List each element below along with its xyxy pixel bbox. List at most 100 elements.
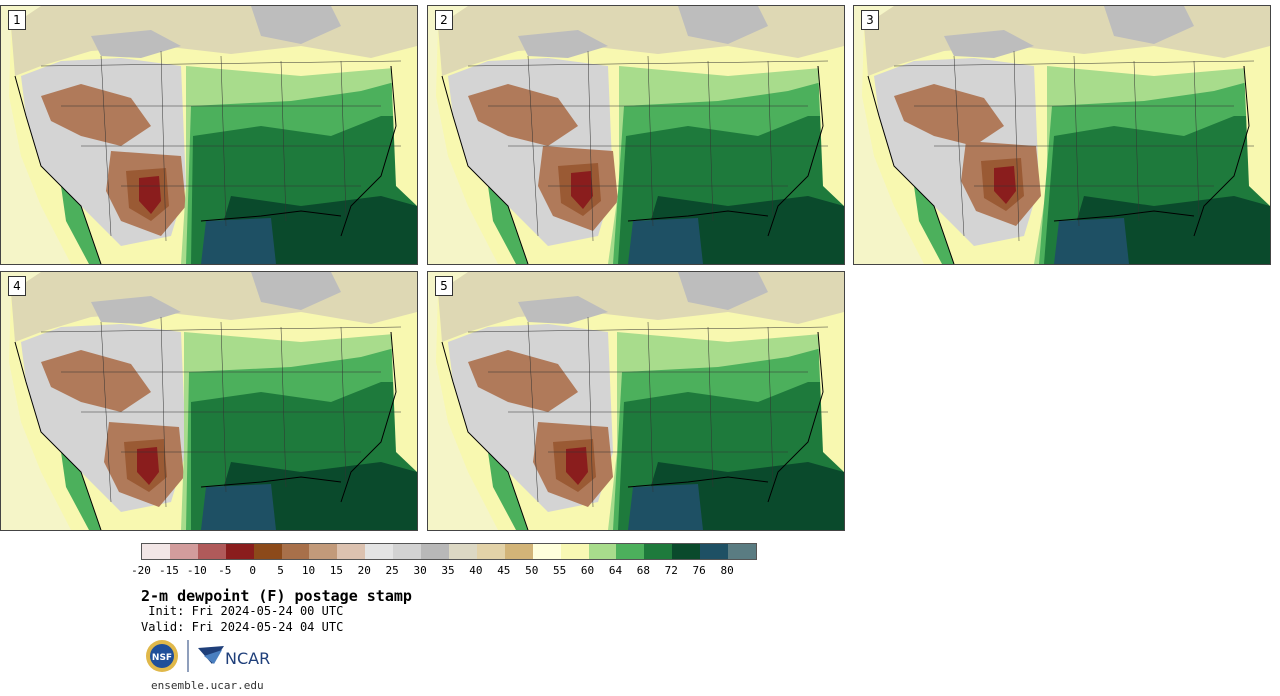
colorbar-swatch: [197, 544, 226, 559]
colorbar-swatch: [337, 544, 366, 559]
boundary-line: [1073, 55, 1080, 227]
canada-gray-patch: [518, 30, 608, 58]
colorbar-tick-label: 10: [301, 564, 316, 577]
east-coastline: [340, 331, 397, 503]
boundary-line: [160, 316, 167, 508]
canada-gray-patch: [944, 30, 1034, 58]
colorbar-tick-label: 0: [249, 564, 256, 577]
hudson-gray: [251, 272, 341, 310]
canada-gray-patch: [518, 296, 608, 324]
hudson-gray: [678, 272, 768, 310]
colorbar-swatch: [672, 544, 701, 559]
colorbar-tick-label: 68: [636, 564, 650, 577]
boundary-line: [280, 326, 287, 488]
east-coastline: [767, 65, 824, 237]
hudson-gray: [678, 6, 768, 44]
colorbar-tick-label: 72: [664, 564, 678, 577]
great-basin-dry: [41, 84, 151, 146]
west-coastline: [867, 75, 955, 264]
west-coastline: [14, 341, 102, 530]
map-panel-1: 1: [0, 5, 418, 265]
boundary-line: [953, 55, 965, 237]
boundary-line: [767, 60, 774, 217]
boundary-line: [100, 321, 112, 503]
west-coastline: [441, 75, 529, 264]
atlantic-light: [818, 56, 844, 206]
colorbar-swatch: [365, 544, 394, 559]
mexico-coast-green: [488, 452, 528, 530]
east-coastline: [1193, 65, 1250, 237]
east-coastline: [767, 331, 824, 503]
hudson-gray: [251, 6, 341, 44]
panel-number-4: 4: [8, 276, 26, 296]
dewpoint-map-1: [1, 6, 417, 264]
boundary-line: [1133, 60, 1140, 222]
colorbar-tick-label: 40: [469, 564, 483, 577]
atlantic-light: [391, 56, 417, 206]
boundary-line: [340, 326, 347, 483]
colorbar-tick-label: -10: [186, 564, 207, 577]
colorbar-tick-label: 60: [580, 564, 595, 577]
colorbar-swatch: [448, 544, 477, 559]
panel-number-3: 3: [861, 10, 879, 30]
gulf-of-mexico: [201, 218, 276, 264]
colorbar-tick-label: 20: [357, 564, 371, 577]
colorbar-swatch: [476, 544, 505, 559]
boundary-line: [707, 60, 714, 222]
mexico-coast-green: [914, 186, 954, 264]
panel-number-2: 2: [435, 10, 453, 30]
colorbar-tick-label: 5: [277, 564, 284, 577]
west-coastline: [441, 341, 529, 530]
source-url: ensemble.ucar.edu: [151, 679, 264, 692]
colorbar-tick-label: 50: [525, 564, 539, 577]
colorbar-tick-label: -5: [218, 564, 232, 577]
colorbar-tick-label: -20: [131, 564, 151, 577]
boundary-line: [587, 50, 594, 242]
west-coastline: [14, 75, 102, 264]
boundary-line: [220, 55, 227, 227]
dewpoint-map-5: [428, 272, 844, 530]
colorbar-tick-label: 76: [692, 564, 706, 577]
colorbar-swatch: [253, 544, 282, 559]
gulf-coastline: [627, 476, 769, 488]
dryline-core: [137, 447, 159, 485]
boundary-line: [707, 326, 714, 488]
map-panel-4: 4: [0, 271, 418, 531]
colorbar-swatch: [142, 544, 170, 559]
colorbar-swatch: [421, 544, 449, 559]
canada-gray-patch: [91, 296, 181, 324]
boundary-line: [587, 316, 594, 508]
svg-text:NCAR: NCAR: [225, 649, 270, 668]
great-basin-dry: [468, 84, 578, 146]
mexico-coast-green: [488, 186, 528, 264]
colorbar-swatch: [560, 544, 589, 559]
svg-text:NSF: NSF: [152, 653, 172, 663]
colorbar-tick-label: 64: [608, 564, 623, 577]
boundary-line: [160, 50, 167, 242]
colorbar-tick-label: 55: [553, 564, 567, 577]
gulf-coastline: [200, 476, 342, 488]
dewpoint-map-2: [428, 6, 844, 264]
colorbar-swatch: [309, 544, 338, 559]
canada-gray-patch: [91, 30, 181, 58]
dryline-core: [994, 166, 1016, 204]
init-time: Init: Fri 2024-05-24 00 UTC: [141, 604, 344, 618]
dewpoint-map-4: [1, 272, 417, 530]
colorbar-tick-label: 30: [413, 564, 427, 577]
panel-number-1: 1: [8, 10, 26, 30]
great-basin-dry: [894, 84, 1004, 146]
east-coastline: [340, 65, 397, 237]
boundary-line: [647, 321, 654, 493]
boundary-line: [220, 321, 227, 493]
colorbar-swatch: [700, 544, 729, 559]
boundary-line: [280, 60, 287, 222]
map-panel-3: 3: [853, 5, 1271, 265]
colorbar-swatch: [169, 544, 198, 559]
gulf-coastline: [1053, 210, 1195, 222]
panel-number-5: 5: [435, 276, 453, 296]
colorbar-swatch: [588, 544, 617, 559]
gulf-of-mexico: [628, 218, 703, 264]
map-panel-5: 5: [427, 271, 845, 531]
great-basin-dry: [468, 350, 578, 412]
colorbar-swatch: [281, 544, 310, 559]
